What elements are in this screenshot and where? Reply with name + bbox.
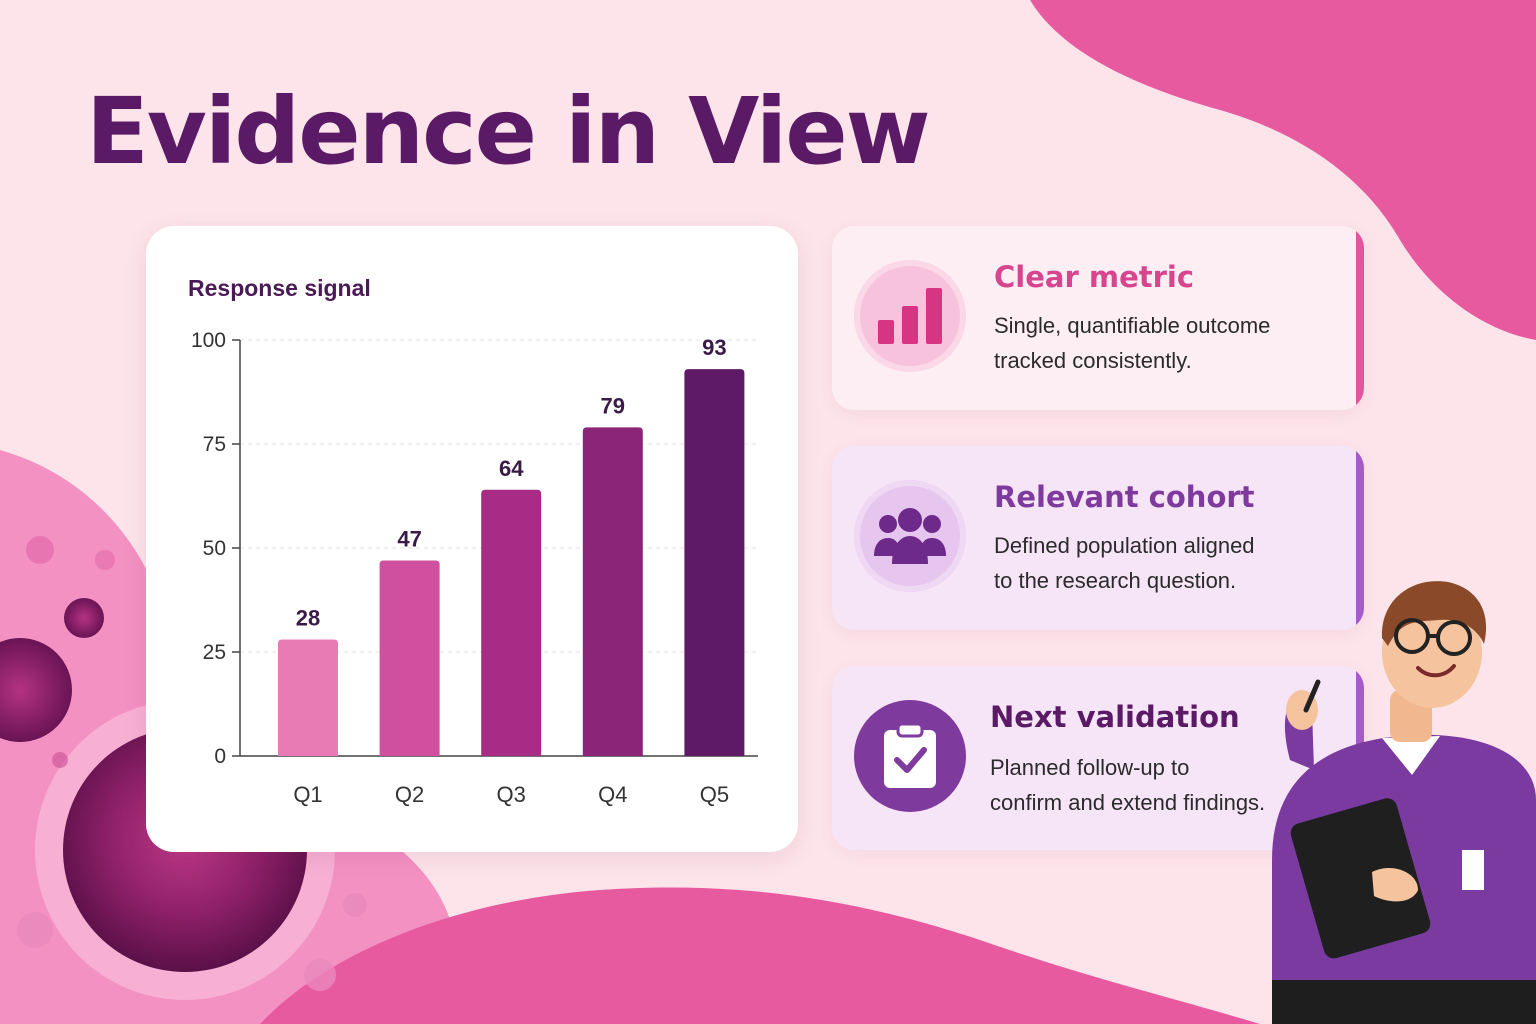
card-heading: Relevant cohort <box>994 480 1255 514</box>
bar-q3 <box>481 489 542 756</box>
card-heading: Next validation <box>990 700 1240 734</box>
card-clear-metric: Clear metric Single, quantifiable outcom… <box>832 226 1364 410</box>
card-desc-line: confirm and extend findings. <box>990 790 1266 815</box>
bar-q2 <box>379 560 440 756</box>
data-label: 28 <box>296 606 320 631</box>
y-tick-label: 75 <box>203 433 226 456</box>
small-cell <box>0 638 72 742</box>
card-relevant-cohort: Relevant cohort Defined population align… <box>832 446 1364 630</box>
y-tick-label: 25 <box>203 641 226 664</box>
x-tick-label: Q2 <box>395 782 424 807</box>
clipboard-check-icon <box>854 700 966 812</box>
card-description: Defined population aligned to the resear… <box>994 528 1314 598</box>
data-label: 47 <box>397 526 421 551</box>
bar-q1 <box>278 639 338 756</box>
card-desc-line: tracked consistently. <box>994 348 1192 373</box>
card-desc-line: to the research question. <box>994 568 1237 593</box>
card-heading: Clear metric <box>994 260 1195 294</box>
y-tick-label: 100 <box>191 329 226 352</box>
bar-q5 <box>684 369 745 756</box>
x-tick-label: Q1 <box>293 782 322 807</box>
data-label: 79 <box>601 393 625 418</box>
group-icon <box>854 480 966 592</box>
y-tick-label: 0 <box>214 745 226 768</box>
bar-chart-icon <box>854 260 966 372</box>
card-desc-line: Planned follow-up to <box>990 755 1190 780</box>
scientist-illustration <box>1272 581 1536 1024</box>
card-desc-line: Defined population aligned <box>994 533 1255 558</box>
bottom-blob <box>260 887 1260 1024</box>
x-tick-label: Q3 <box>497 782 526 807</box>
bar-q4 <box>582 427 643 756</box>
card-accent <box>1356 226 1364 410</box>
card-description: Single, quantifiable outcome tracked con… <box>994 308 1314 378</box>
card-next-validation: Next validation Planned follow-up to con… <box>832 666 1364 850</box>
x-tick-label: Q5 <box>700 782 729 807</box>
y-tick-label: 50 <box>203 537 226 560</box>
page-title: Evidence in View <box>86 78 931 185</box>
chart-title: Response signal <box>188 275 371 301</box>
chart-card: Response signal 0 25 50 75 100 28 Q1 47 Q2 64 Q3 7… <box>146 226 798 852</box>
card-description: Planned follow-up to confirm and extend … <box>990 750 1310 820</box>
bar-chart: Response signal 0 25 50 75 100 28 Q1 47 Q2 64 Q3 7… <box>188 275 758 807</box>
data-label: 93 <box>702 335 726 360</box>
x-tick-label: Q4 <box>598 782 627 807</box>
top-right-blob <box>1030 0 1536 340</box>
card-desc-line: Single, quantifiable outcome <box>994 313 1271 338</box>
data-label: 64 <box>499 456 524 481</box>
card-accent <box>1356 446 1364 630</box>
